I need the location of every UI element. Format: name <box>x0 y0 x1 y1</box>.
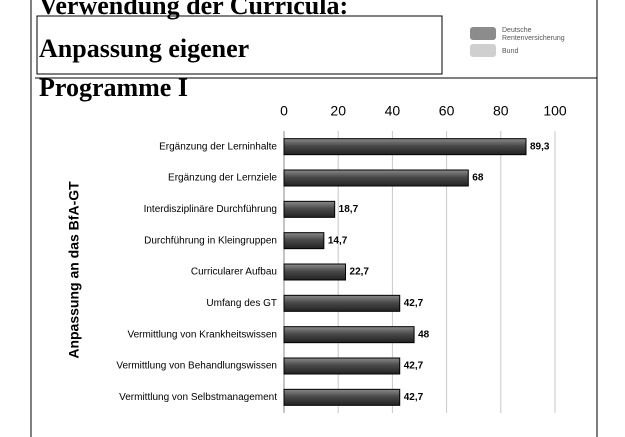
y-axis-label: Anpassung an das BfA-GT <box>66 181 82 359</box>
logo-shape <box>470 27 496 40</box>
x-tick-label: 80 <box>493 103 509 119</box>
x-tick-label: 40 <box>385 103 401 119</box>
y-tick-label: Interdisziplinäre Durchführung <box>144 204 277 215</box>
value-label: 18,7 <box>339 204 359 215</box>
bar <box>283 357 401 375</box>
y-tick-label: Ergänzung der Lernziele <box>168 173 277 184</box>
y-tick-label: Durchführung in Kleingruppen <box>144 235 277 246</box>
x-tick-label: 100 <box>543 103 567 119</box>
value-label: 42,7 <box>404 392 424 403</box>
bar <box>283 388 401 406</box>
value-label: 89,3 <box>530 141 550 152</box>
value-label: 22,7 <box>350 267 370 278</box>
y-tick-label: Vermittlung von Krankheitswissen <box>127 329 277 340</box>
value-label: 68 <box>472 173 484 184</box>
value-label: 42,7 <box>404 298 424 309</box>
title-line: Verwendung der Curricula: <box>39 0 348 20</box>
bar <box>283 294 401 312</box>
logo-text: Bund <box>502 48 518 55</box>
bar <box>283 232 325 250</box>
bar <box>283 169 469 187</box>
value-label: 42,7 <box>404 361 424 372</box>
title-line: Programme I <box>39 73 188 102</box>
x-tick-label: 20 <box>330 103 346 119</box>
bar <box>283 138 527 156</box>
bar <box>283 200 336 218</box>
y-tick-label: Vermittlung von Selbstmanagement <box>119 392 277 403</box>
value-label: 48 <box>418 329 430 340</box>
y-tick-label: Umfang des GT <box>206 298 277 309</box>
bar <box>283 263 347 281</box>
y-tick-label: Ergänzung der Lerninhalte <box>159 141 277 152</box>
title-box <box>36 15 443 75</box>
value-label: 14,7 <box>328 235 348 246</box>
logo-text: Deutsche <box>502 27 532 34</box>
logo-text: Rentenversicherung <box>502 35 565 42</box>
y-tick-label: Vermittlung von Behandlungswissen <box>116 361 277 372</box>
bar <box>283 326 415 344</box>
y-tick-label: Curricularer Aufbau <box>191 267 277 278</box>
x-tick-label: 0 <box>280 103 288 119</box>
title-line: Anpassung eigener <box>39 34 249 63</box>
logo-shape <box>470 44 496 57</box>
x-tick-label: 60 <box>439 103 455 119</box>
title: Verwendung der Curricula: Anpassung eige… <box>39 0 348 102</box>
